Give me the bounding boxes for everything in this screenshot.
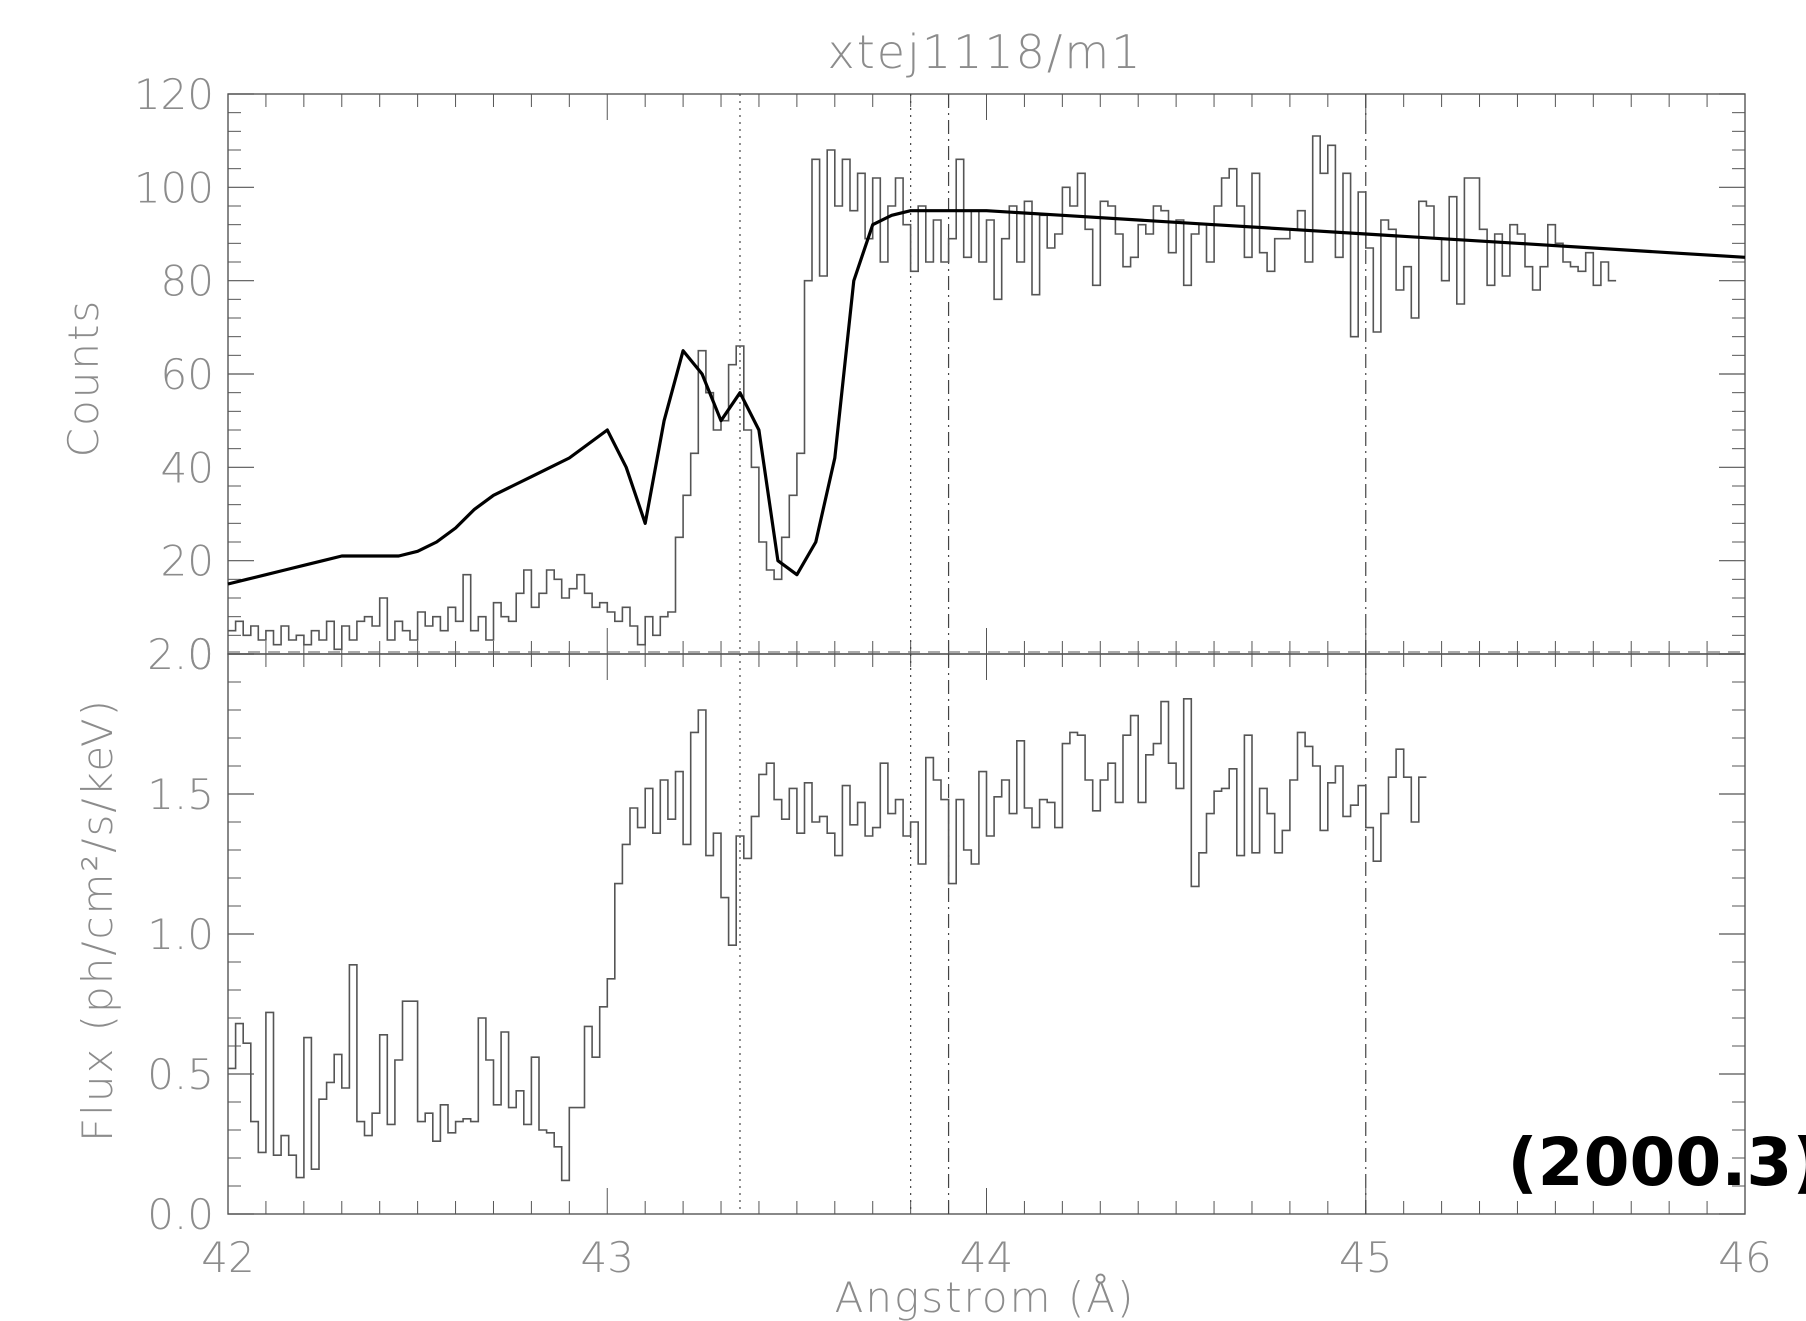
y-tick-label: 120 — [134, 70, 214, 119]
x-tick-label: 44 — [960, 1233, 1013, 1282]
histogram-series — [228, 698, 1427, 1182]
panel-frame — [227, 93, 1746, 655]
y-tick-label: 100 — [134, 163, 214, 212]
y-tick-label: 80 — [161, 257, 214, 306]
x-tick-label: 45 — [1339, 1233, 1392, 1282]
x-tick-label: 43 — [581, 1233, 634, 1282]
y-tick-label: 1.5 — [147, 770, 214, 819]
y-axis-title-flux: Flux (ph/cm²/s/keV) — [73, 698, 122, 1142]
x-axis-title: Angstrom (Å) — [835, 1273, 1136, 1321]
chart-title: xtej1118/m1 — [828, 25, 1143, 79]
epoch-annotation: (2000.3) — [1507, 1124, 1806, 1201]
flux-panel: 0.0 0.5 1.0 1.5 2.0 — [147, 630, 1746, 1239]
y-tick-label: 0.5 — [147, 1050, 214, 1099]
y-tick-label: 40 — [161, 443, 214, 492]
y-tick-label: 20 — [161, 537, 214, 586]
counts-panel: 0 20 40 60 80 100 120 — [134, 70, 1746, 679]
x-tick-label: 42 — [201, 1233, 254, 1282]
y-tick-label: 60 — [161, 350, 214, 399]
y-axis-title-counts: Counts — [59, 299, 108, 458]
y-tick-label: 0 — [187, 630, 214, 679]
histogram-series — [228, 135, 1617, 651]
x-tick-label: 46 — [1718, 1233, 1771, 1282]
y-tick-label: 0.0 — [147, 1190, 214, 1239]
x-axis: 42 43 44 45 46 — [201, 1233, 1771, 1282]
y-tick-label: 2.0 — [147, 630, 214, 679]
y-tick-label: 1.0 — [147, 910, 214, 959]
model-curve — [227, 209, 1746, 586]
